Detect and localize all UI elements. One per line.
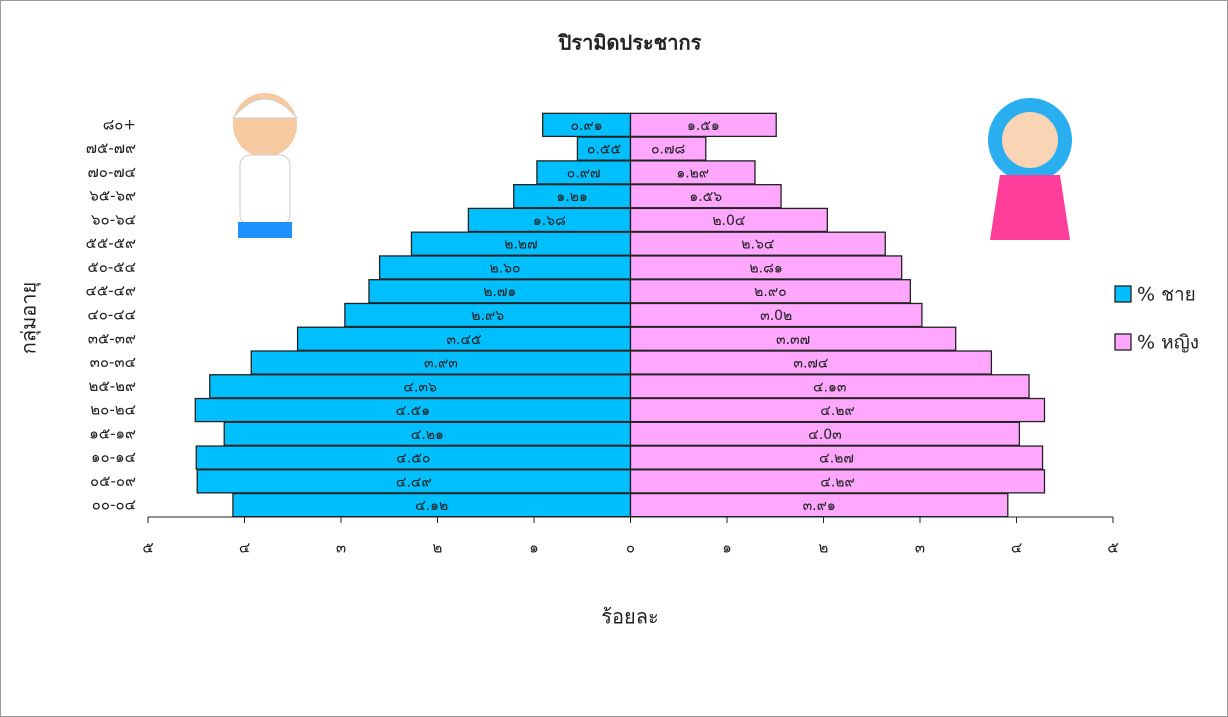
y-tick-label: ๒๕-๒๙ <box>88 377 136 395</box>
value-label: ๒.๖๐ <box>489 260 520 276</box>
x-tick-label: ๑ <box>722 539 732 557</box>
value-label: ๑.๕๖ <box>689 189 722 205</box>
x-tick-label: ๔ <box>239 539 250 557</box>
bar <box>629 255 903 280</box>
x-axis-label: ร้อยละ <box>601 605 658 629</box>
value-label: ๑.๒๑ <box>556 189 587 205</box>
value-label: ๓.0๒ <box>760 308 792 324</box>
value-label: ๒.๙๐ <box>754 284 786 300</box>
bar <box>629 136 707 161</box>
value-label: ๔.๒๗ <box>819 451 854 467</box>
y-tick-label: ๒๐-๒๔ <box>90 401 136 419</box>
legend-swatch <box>1114 285 1132 303</box>
legend-label: % ชาย <box>1137 284 1196 306</box>
bar <box>629 374 1030 399</box>
x-tick-label: ๓ <box>915 539 925 557</box>
y-tick-label: ๗๕-๗๙ <box>86 139 136 157</box>
y-tick-label: ๔๐-๔๔ <box>87 306 136 324</box>
x-tick-label: ๑ <box>529 539 539 557</box>
bar <box>629 231 886 256</box>
value-label: ๒.๙๖ <box>471 308 504 324</box>
value-label: ๒.๘๑ <box>749 260 782 276</box>
x-tick-label: ๕ <box>1107 539 1118 557</box>
bar <box>629 469 1046 494</box>
x-tick-label: ๒ <box>433 539 443 557</box>
value-label: ๔.๕๑ <box>396 403 431 419</box>
value-label: ๔.๒๑ <box>411 427 444 443</box>
girl-illustration <box>988 98 1072 240</box>
value-label: ๔.๓๖ <box>403 379 437 395</box>
bar <box>629 302 923 328</box>
value-label: ๐.๗๘ <box>651 142 685 158</box>
value-label: ๔.๕๐ <box>396 451 430 467</box>
value-label: ๑.๒๙ <box>676 165 709 181</box>
x-tick-label: ๒ <box>819 539 829 557</box>
bar <box>629 350 993 375</box>
y-tick-label: ๖๕-๖๙ <box>89 187 136 205</box>
x-tick-label: ๔ <box>1011 539 1022 557</box>
value-label: ๔.๑๒ <box>415 498 448 514</box>
value-label: ๒.๗๑ <box>483 284 516 300</box>
value-label: ๑.๖๘ <box>533 213 566 229</box>
value-label: ๔.๔๙ <box>396 474 432 490</box>
value-label: ๒.๖๔ <box>741 237 774 253</box>
y-axis-label: กลุ่มอายุ <box>17 282 42 355</box>
bar <box>629 279 912 304</box>
value-label: ๓.๗๔ <box>793 356 828 372</box>
value-label: ๒.๒๗ <box>504 237 537 253</box>
value-label: ๓.๓๗ <box>776 332 810 348</box>
value-label: ๔.๒๙ <box>820 474 855 490</box>
y-tick-label: ๐๐-๐๔ <box>92 496 136 514</box>
x-tick-label: ๓ <box>336 539 346 557</box>
boy-illustration <box>231 93 299 238</box>
y-tick-label: ๓๐-๓๔ <box>90 353 136 371</box>
y-tick-label: ๕๐-๕๔ <box>87 258 136 276</box>
value-label: ๓.๙๓ <box>424 356 458 372</box>
bar <box>629 421 1021 447</box>
y-tick-label: ๗๐-๗๔ <box>88 163 136 181</box>
bar <box>629 207 829 233</box>
value-label: ๔.๒๙ <box>820 403 855 419</box>
value-label: ๓.๔๕ <box>446 332 481 348</box>
bar <box>629 160 756 185</box>
bar <box>629 183 782 209</box>
value-label: ๒.0๔ <box>712 213 745 229</box>
y-tick-label: ๘๐+ <box>103 115 136 133</box>
legend-label: % หญิง <box>1137 332 1199 354</box>
value-label: ๓.๙๑ <box>803 498 836 514</box>
bar <box>629 112 777 138</box>
value-label: ๔.๑๓ <box>813 379 847 395</box>
bar <box>629 492 1009 518</box>
x-tick-label: ๕ <box>142 539 153 557</box>
x-tick-label: ๐ <box>626 539 635 557</box>
y-tick-label: ๑๐-๑๔ <box>91 448 136 466</box>
bar <box>629 445 1044 470</box>
legend-swatch <box>1114 333 1132 351</box>
y-tick-label: ๐๕-๐๙ <box>90 472 136 490</box>
chart-title: ปิรามิดประชากร <box>557 31 701 55</box>
y-tick-label: ๖๐-๖๔ <box>91 210 136 228</box>
value-label: ๔.0๓ <box>808 427 842 443</box>
value-label: ๑.๕๑ <box>687 118 720 134</box>
value-label: ๐.๙๑ <box>571 118 603 134</box>
bar <box>629 326 957 351</box>
y-tick-label: ๕๕-๕๙ <box>86 234 136 252</box>
y-tick-label: ๓๕-๓๙ <box>88 329 136 347</box>
value-label: ๐.๙๗ <box>567 165 601 181</box>
y-tick-label: ๔๕-๔๙ <box>86 282 136 300</box>
value-label: ๐.๕๕ <box>587 142 621 158</box>
bar <box>629 397 1046 423</box>
y-tick-label: ๑๕-๑๙ <box>89 424 136 442</box>
